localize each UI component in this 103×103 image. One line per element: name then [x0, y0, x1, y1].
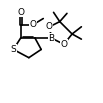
Text: O: O	[29, 20, 36, 29]
Text: O: O	[60, 40, 67, 49]
Text: S: S	[11, 45, 16, 54]
Text: O: O	[46, 22, 53, 31]
Text: B: B	[48, 34, 55, 43]
Text: O: O	[17, 8, 24, 17]
